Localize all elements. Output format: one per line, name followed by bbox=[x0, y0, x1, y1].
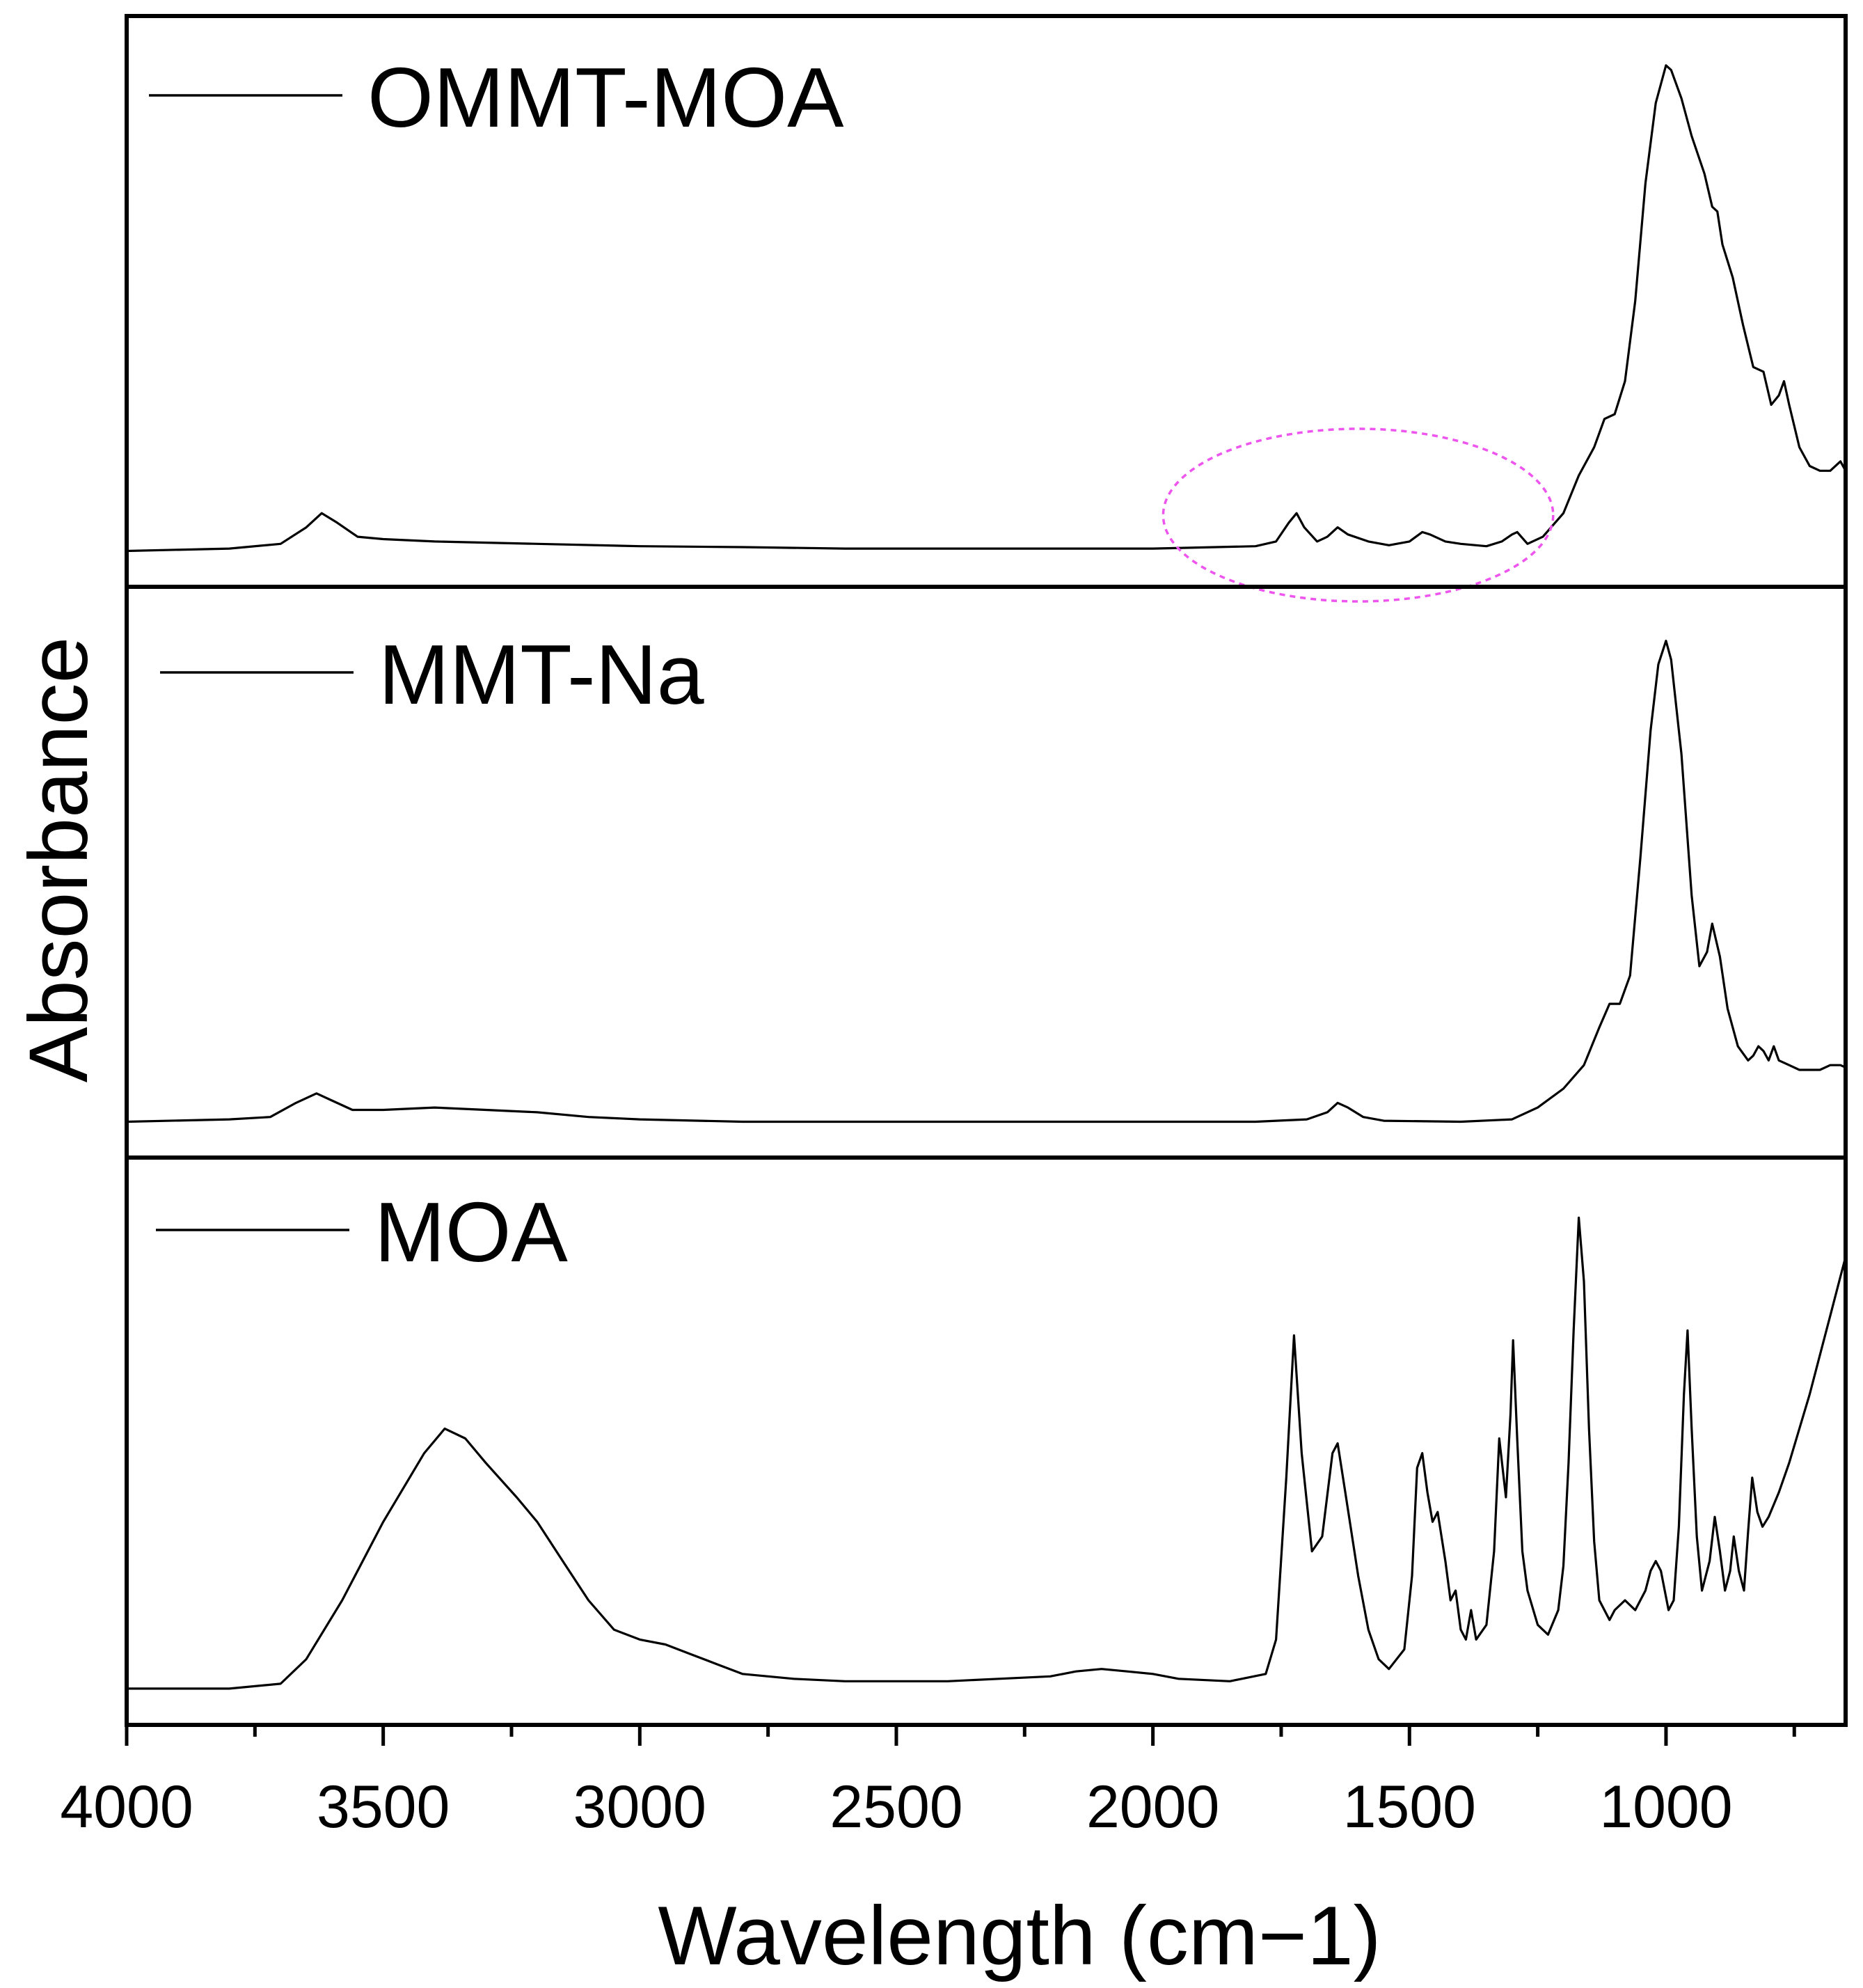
x-tick-label: 3500 bbox=[317, 1774, 450, 1840]
series-line-mmt-na bbox=[126, 640, 1846, 1123]
x-tick-label: 2500 bbox=[830, 1774, 962, 1840]
x-axis-title: Wavelength (cm−1) bbox=[658, 1889, 1381, 1982]
x-tick-label: 4000 bbox=[60, 1774, 193, 1840]
legend-label-mmt-na: MMT-Na bbox=[379, 627, 704, 722]
series-line-ommt-moa bbox=[126, 64, 1847, 553]
highlight-ellipse-region bbox=[1162, 427, 1555, 603]
x-tick-label: 1500 bbox=[1343, 1774, 1476, 1840]
x-axis: 4000 3500 3000 2500 2000 1500 1000 Wavel… bbox=[60, 1725, 1796, 1982]
x-major-ticks bbox=[125, 1725, 1668, 1746]
x-tick-labels: 4000 3500 3000 2500 2000 1500 1000 bbox=[60, 1774, 1732, 1840]
panel-moa: MOA bbox=[125, 1155, 1848, 1727]
x-tick-label: 3000 bbox=[573, 1774, 706, 1840]
legend-label-moa: MOA bbox=[374, 1185, 569, 1279]
x-tick-label: 1000 bbox=[1599, 1774, 1732, 1840]
panel-frame-moa bbox=[125, 1155, 1848, 1727]
y-axis-title: Absorbance bbox=[12, 637, 105, 1082]
x-minor-ticks bbox=[253, 1725, 1796, 1737]
series-line-moa bbox=[127, 1216, 1847, 1690]
legend-label-ommt-moa: OMMT-MOA bbox=[367, 50, 844, 145]
panel-mmt-na: MMT-Na bbox=[125, 585, 1848, 1160]
x-tick-label: 2000 bbox=[1086, 1774, 1219, 1840]
panel-ommt-moa: OMMT-MOA bbox=[125, 14, 1848, 603]
